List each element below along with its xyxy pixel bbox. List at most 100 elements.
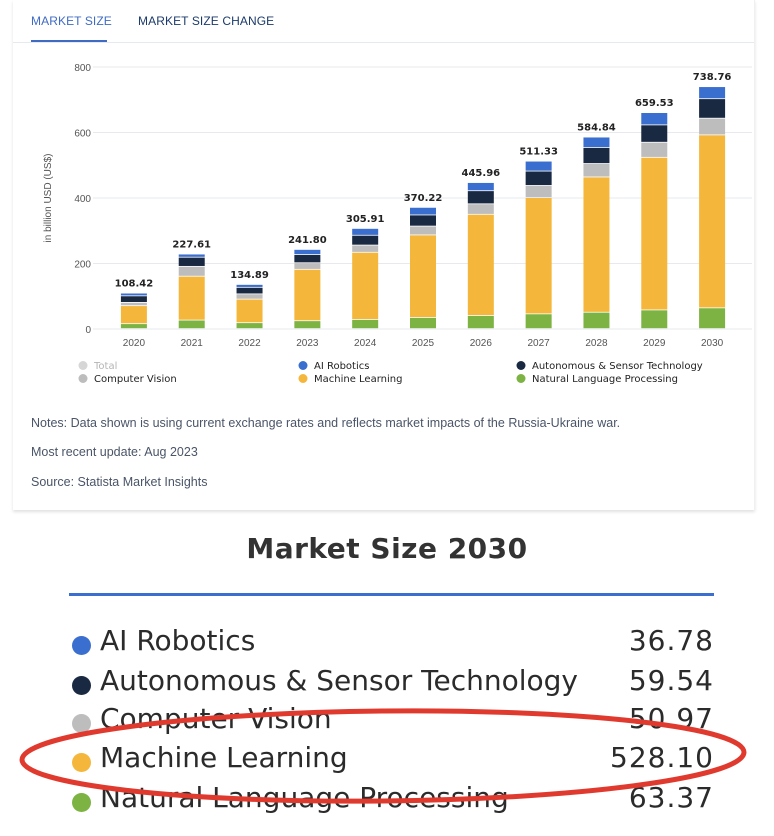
bar-segment [583, 177, 610, 312]
bar-segment [699, 118, 726, 135]
bar-total-label: 511.33 [519, 147, 558, 158]
bar-total-label: 241.80 [288, 235, 327, 246]
bar-segment [583, 147, 610, 164]
bar-segment [352, 252, 379, 320]
bar-total-label: 659.53 [635, 98, 674, 109]
bar-segment [583, 312, 610, 329]
bar-segment [641, 310, 668, 329]
bar-segment [120, 306, 147, 324]
bar-segment [467, 315, 494, 329]
bar-segment [641, 113, 668, 125]
tab-market-size-change[interactable]: MARKET SIZE CHANGE [138, 14, 275, 28]
bar-segment [120, 302, 147, 306]
bar-segment [410, 226, 436, 235]
bar-segment [525, 161, 552, 171]
nlp-dot [72, 793, 91, 812]
legend-marker [78, 374, 88, 383]
bar-segment [641, 142, 668, 157]
bar-segment [641, 157, 668, 310]
x-tick-label: 2025 [412, 338, 435, 349]
bar-segment [178, 320, 205, 329]
summary-row-value: 528.10 [610, 741, 714, 774]
bar-total-label: 134.89 [230, 270, 269, 281]
ai-robotics-dot [72, 636, 91, 655]
bar-segment [410, 207, 436, 215]
bar-segment [236, 287, 263, 294]
bar-segment [120, 296, 147, 302]
bar-segment [467, 214, 494, 316]
summary-row-nlp: Natural Language Processing 63.37 [72, 779, 714, 819]
legend-label: Computer Vision [94, 374, 177, 385]
bar-segment [178, 266, 205, 276]
bar-segment [467, 191, 494, 204]
summary-row-label: Machine Learning [100, 741, 348, 774]
bar-total-label: 738.76 [693, 72, 732, 83]
update-date: Most recent update: Aug 2023 [31, 445, 198, 459]
bar-segment [120, 324, 147, 329]
bar-segment [525, 171, 552, 186]
bar-segment [236, 294, 263, 299]
machine-learning-dot [72, 753, 91, 772]
bar-segment [525, 198, 552, 314]
summary-divider [69, 593, 714, 596]
bar-total-label: 227.61 [172, 239, 211, 250]
bar-segment [467, 204, 494, 214]
bar-total-label: 445.96 [462, 168, 501, 179]
summary-row-label: Computer Vision [100, 702, 332, 735]
tab-market-size[interactable]: MARKET SIZE [31, 14, 112, 28]
summary-row-value: 59.54 [628, 664, 714, 697]
summary-row-computer-vision: Computer Vision 50.97 [72, 700, 714, 740]
source-text: Source: Statista Market Insights [31, 475, 208, 489]
bar-segment [352, 235, 379, 245]
x-tick-label: 2020 [123, 338, 146, 349]
legend-marker [516, 374, 526, 383]
bar-segment [294, 249, 321, 255]
y-tick-label: 200 [74, 260, 91, 271]
bar-segment [236, 299, 263, 323]
summary-title: Market Size 2030 [246, 532, 528, 565]
bar-segment [699, 87, 726, 99]
bar-segment [583, 163, 610, 177]
bar-segment [641, 125, 668, 142]
bar-segment [467, 182, 494, 191]
stacked-bar-chart: 0 200 400 600 800 in billion USD (US$) 108.42 2… [43, 63, 752, 385]
summary-row-label: AI Robotics [100, 624, 256, 657]
x-tick-label: 2021 [181, 338, 204, 349]
bar-segment [352, 245, 379, 252]
y-tick-label: 800 [74, 63, 91, 74]
tab-bar: MARKET SIZE MARKET SIZE CHANGE [13, 0, 754, 43]
bar-total-label: 584.84 [577, 122, 616, 133]
summary-row-machine-learning: Machine Learning 528.10 [72, 739, 714, 779]
bar-segment [352, 228, 379, 235]
legend-label: AI Robotics [314, 361, 369, 372]
y-tick-label: 400 [74, 194, 91, 205]
autonomous-dot [72, 676, 91, 695]
legend-marker [516, 361, 526, 370]
x-tick-label: 2024 [354, 338, 377, 349]
legend-marker [298, 361, 308, 370]
active-tab-indicator [31, 40, 107, 42]
market-size-card: MARKET SIZE MARKET SIZE CHANGE 0 200 400 60… [13, 0, 755, 510]
bar-segment [525, 314, 552, 329]
bar-segment [294, 269, 321, 321]
bar-segment [410, 235, 436, 318]
bar-segment [178, 276, 205, 320]
bar-segment [583, 137, 610, 148]
legend-label: Natural Language Processing [532, 374, 678, 385]
y-tick-label: 0 [85, 325, 91, 336]
computer-vision-dot [72, 714, 91, 733]
legend-marker [298, 374, 308, 383]
x-tick-label: 2029 [643, 338, 666, 349]
bar-segment [294, 321, 321, 329]
bar-segment [178, 254, 205, 257]
y-tick-label: 600 [74, 129, 91, 140]
summary-row-value: 50.97 [628, 702, 714, 735]
bar-segment [699, 308, 726, 329]
legend-marker [78, 361, 88, 370]
legend-label: Machine Learning [314, 374, 402, 385]
bar-segment [178, 257, 205, 266]
bar-segment [410, 215, 436, 226]
legend-label: Total [93, 361, 117, 372]
x-tick-label: 2028 [585, 338, 608, 349]
summary-row-autonomous: Autonomous & Sensor Technology 59.54 [72, 662, 714, 702]
